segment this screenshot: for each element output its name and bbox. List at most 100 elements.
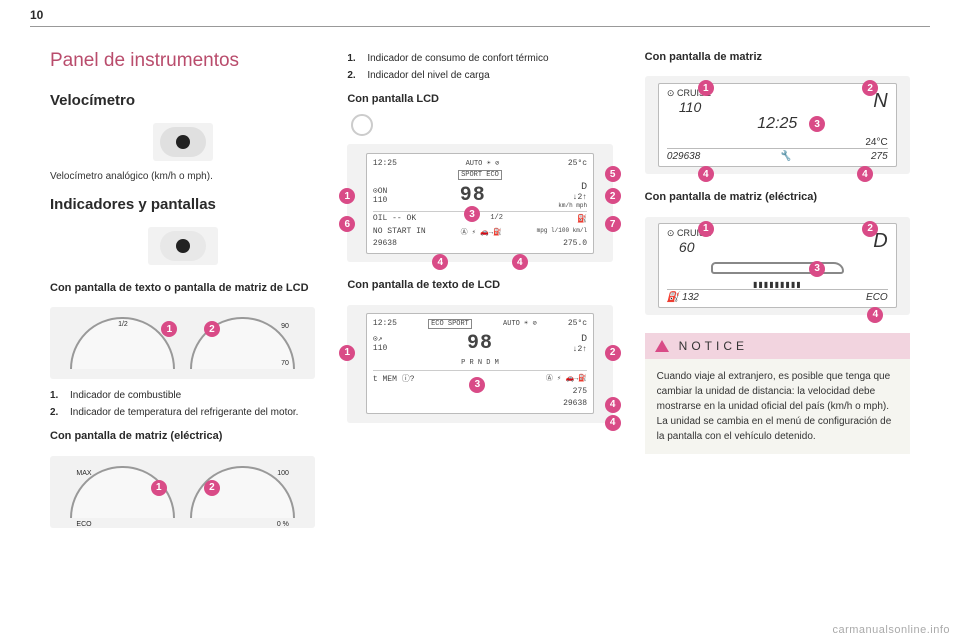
matrix-time: 12:25: [667, 115, 888, 137]
cruise-value: 110: [667, 99, 711, 115]
list-item: 2. Indicador de temperatura del refriger…: [50, 405, 315, 420]
callout-badge: 1: [151, 480, 167, 496]
lcd-speed: 98: [467, 332, 493, 355]
heading-matrix-display: Con pantalla de matriz: [645, 50, 910, 64]
heading-lcd-text: Con pantalla de texto de LCD: [347, 278, 612, 292]
callout-badge: 4: [857, 166, 873, 182]
cruise-value: 60: [667, 239, 711, 255]
steering-wheel-icon: [351, 114, 373, 136]
callout-badge: 4: [867, 307, 883, 323]
column-1: Panel de instrumentos Velocímetro Velocí…: [50, 50, 315, 628]
top-rule: [30, 26, 930, 27]
callout-badge: 7: [605, 216, 621, 232]
content-columns: Panel de instrumentos Velocímetro Velocí…: [50, 50, 910, 628]
list-number: 1.: [50, 388, 62, 403]
gauge-label: 1/2: [118, 321, 128, 328]
callout-badge: 1: [339, 188, 355, 204]
lcd-trip: 275: [573, 387, 587, 396]
column-3: Con pantalla de matriz ⊙ CRUISE 110 N 12…: [645, 50, 910, 628]
figure-speedometer: [153, 123, 213, 161]
matrix-screen: ⊙ CRUISE 110 N 12:25 24°C 029638 🔧 275: [658, 83, 897, 167]
lcd-gear-d: D: [581, 334, 587, 345]
lcd-units: km/h mph: [558, 202, 587, 209]
callout-badge: 4: [605, 397, 621, 413]
range-value: ⛽ 132: [667, 292, 699, 303]
lcd-gear-2: ↓2↑: [573, 193, 587, 202]
speedometer-caption: Velocímetro analógico (km/h o mph).: [50, 169, 315, 184]
gauge-cluster: 1/2 90 70: [63, 315, 302, 373]
wrench-icon: 🔧: [779, 151, 791, 162]
gauge-label: 70: [281, 360, 289, 367]
lcd-fuel-icon: ⛽: [577, 214, 587, 224]
lcd-screen: 12:25 AUTO ☀ ⊘ 25°c SPORT ECO ⊙ON 110 98…: [366, 153, 594, 254]
lcd-time: 12:25: [373, 319, 397, 329]
notice-header: NOTICE: [645, 333, 910, 359]
watermark: carmanualsonline.info: [832, 624, 950, 636]
battery-bar: ▮▮▮▮▮▮▮▮▮: [667, 280, 888, 289]
lcd-mode: SPORT ECO: [458, 170, 502, 180]
lcd-time: 12:25: [373, 159, 397, 168]
lcd-text-screen: 12:25 ECO SPORT AUTO ☀ ⊘ 25°c ⊙↗ 110 98 …: [366, 313, 594, 414]
lcd-cruise-val: 110: [373, 344, 387, 353]
lcd-odo: 29638: [373, 239, 397, 248]
gauge-label: 100: [277, 470, 289, 477]
callout-badge: 4: [432, 254, 448, 270]
lcd-prndm: P R N D M: [461, 359, 499, 367]
lcd-nostart: NO START IN: [373, 227, 426, 237]
heading-speedometer: Velocímetro: [50, 92, 315, 109]
callout-badge: 5: [605, 166, 621, 182]
list-number: 2.: [347, 68, 359, 83]
callout-badge: 2: [204, 480, 220, 496]
callout-badge: 4: [698, 166, 714, 182]
speedometer-icon: [160, 127, 206, 157]
list-item: 2. Indicador del nivel de carga: [347, 68, 612, 83]
lcd-temp: 25°c: [568, 319, 587, 329]
lcd-oil: OIL -- OK: [373, 214, 416, 224]
callout-badge: 6: [339, 216, 355, 232]
fuel-gauge: 1/2: [70, 317, 175, 369]
notice-body: Cuando viaje al extranjero, es posible q…: [645, 359, 910, 454]
lcd-odo: 29638: [563, 399, 587, 408]
lcd-auto-icons: AUTO ☀ ⊘: [503, 319, 537, 329]
cluster-icon: [160, 231, 206, 261]
callout-badge: 3: [809, 261, 825, 277]
matrix-trip: 275: [871, 151, 888, 162]
figure-matrix-display: ⊙ CRUISE 110 N 12:25 24°C 029638 🔧 275 1…: [645, 76, 910, 174]
callout-badge: 4: [605, 415, 621, 431]
callout-badge: 1: [698, 80, 714, 96]
heading-matrix-electric-display: Con pantalla de matriz (eléctrica): [645, 190, 910, 204]
lcd-cruise-val: 110: [373, 196, 387, 205]
notice-box: NOTICE Cuando viaje al extranjero, es po…: [645, 333, 910, 454]
list-text: Indicador de combustible: [70, 388, 181, 403]
warning-triangle-icon: [655, 340, 669, 352]
callout-badge: 4: [512, 254, 528, 270]
callout-badge: 2: [605, 188, 621, 204]
heading-text-matrix-lcd: Con pantalla de texto o pantalla de matr…: [50, 281, 315, 295]
matrix-odo: 029638: [667, 151, 700, 162]
heading-indicators: Indicadores y pantallas: [50, 196, 315, 213]
figure-lcd-display: 12:25 AUTO ☀ ⊘ 25°c SPORT ECO ⊙ON 110 98…: [347, 144, 612, 262]
notice-title: NOTICE: [679, 339, 748, 353]
lcd-speed: 98: [460, 184, 486, 207]
gauge-cluster: MAX ECO 100 0 %: [63, 463, 302, 521]
callout-badge: 2: [862, 221, 878, 237]
callout-badge: 1: [339, 345, 355, 361]
list-text: Indicador de temperatura del refrigerant…: [70, 405, 298, 420]
lcd-gear-2: ↓2↑: [573, 345, 587, 354]
list-text: Indicador de consumo de confort térmico: [367, 51, 548, 66]
main-title: Panel de instrumentos: [50, 50, 315, 72]
lcd-gear-d: D: [581, 182, 587, 193]
lcd-mode: ECO SPORT: [428, 319, 472, 329]
lcd-auto-icons: AUTO ☀ ⊘: [466, 159, 500, 168]
gauge-label: ECO: [76, 521, 91, 528]
figure-gauges-text-matrix: 1/2 90 70 1 2: [50, 307, 315, 379]
heading-lcd: Con pantalla LCD: [347, 92, 612, 106]
list-text: Indicador del nivel de carga: [367, 68, 489, 83]
gauge-label: 90: [281, 323, 289, 330]
lcd-mem: t MEM ⓘ?: [373, 373, 415, 384]
callout-badge: 3: [469, 377, 485, 393]
gauge-label: 0 %: [277, 521, 289, 528]
gauge-label: MAX: [76, 470, 91, 477]
matrix-temp: 24°C: [865, 137, 887, 148]
lcd-cruise-icon: ⊙↗: [373, 334, 387, 344]
